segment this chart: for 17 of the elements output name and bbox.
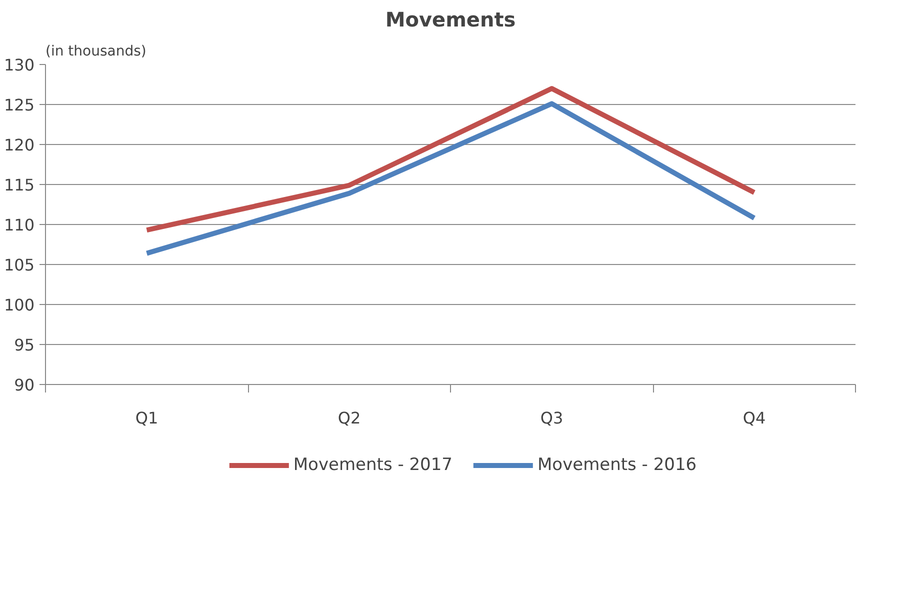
y-axis-title: (in thousands) <box>46 44 146 60</box>
y-tick-label: 125 <box>4 96 35 114</box>
x-tick-label: Q4 <box>742 408 766 428</box>
y-tick-label: 115 <box>4 176 35 194</box>
y-tick-label: 105 <box>4 256 35 274</box>
y-tick-label: 130 <box>4 56 35 74</box>
legend-label: Movements - 2017 <box>293 455 452 475</box>
y-tick-label: 90 <box>14 376 34 394</box>
y-tick-label: 95 <box>14 336 34 354</box>
chart-title: Movements <box>385 8 516 32</box>
x-tick-label: Q2 <box>338 408 361 428</box>
x-tick-label: Q1 <box>135 408 158 428</box>
x-tick-label: Q3 <box>540 408 564 428</box>
y-tick-label: 110 <box>4 216 35 234</box>
legend-label: Movements - 2016 <box>538 455 697 475</box>
y-tick-label: 100 <box>4 296 35 314</box>
y-tick-label: 120 <box>4 136 35 154</box>
